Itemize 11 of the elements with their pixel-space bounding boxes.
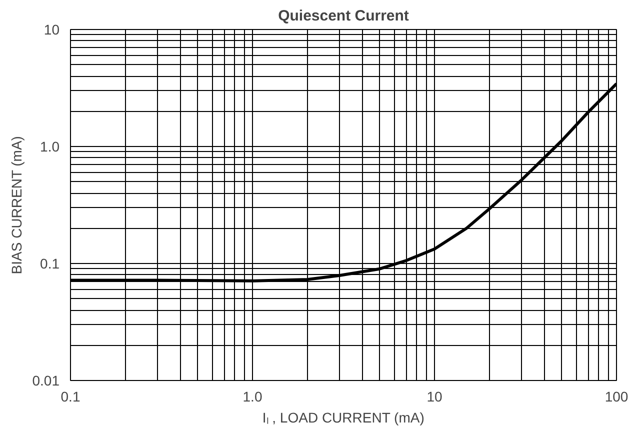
y-axis-title: BIAS CURRENT (mA)	[8, 136, 24, 274]
x-axis-title: Iₗ , LOAD CURRENT (mA)	[262, 410, 424, 426]
x-tick-label: 1.0	[242, 388, 262, 404]
x-tick-label: 0.1	[60, 388, 80, 404]
chart-title: Quiescent Current	[278, 8, 409, 24]
y-tick-label: 0.1	[40, 256, 60, 272]
y-tick-label: 0.01	[32, 372, 60, 388]
y-tick-label: 10	[44, 22, 60, 38]
x-tick-label: 10	[426, 388, 442, 404]
y-tick-label: 1.0	[40, 138, 60, 154]
x-tick-label: 100	[604, 388, 628, 404]
